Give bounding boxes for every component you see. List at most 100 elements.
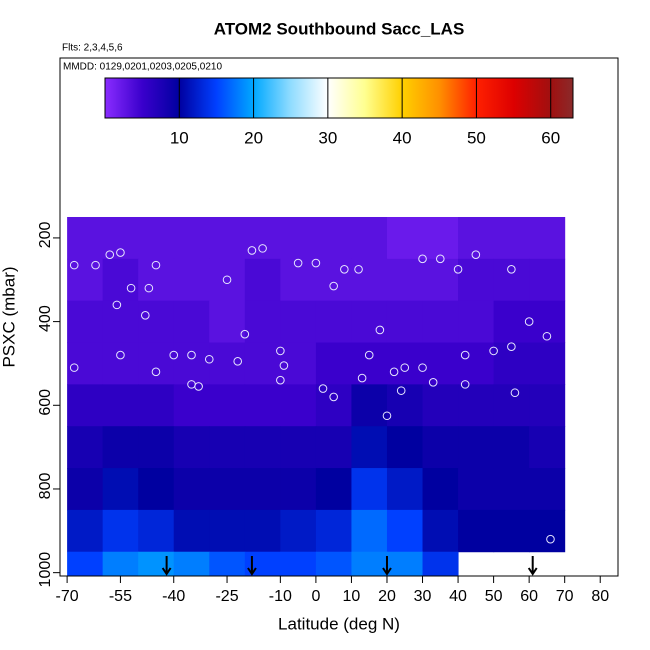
heatmap-cell: [458, 258, 495, 302]
heatmap-cell: [422, 300, 459, 344]
sample-point: [233, 357, 243, 366]
heatmap-cell: [493, 216, 530, 260]
heatmap-cell: [351, 384, 388, 427]
heatmap-cell: [493, 300, 530, 344]
x-tick-label: 10: [343, 588, 361, 605]
sample-point: [471, 250, 481, 259]
heatmap-cell: [209, 342, 246, 385]
heatmap-cell: [138, 384, 175, 427]
sample-point: [116, 350, 125, 360]
sample-point: [276, 346, 285, 356]
colorbar-tick-label: 30: [318, 128, 337, 147]
heatmap-cell: [422, 342, 459, 385]
x-tick-label: 80: [591, 588, 609, 605]
sample-point: [169, 350, 179, 360]
heatmap-cell: [315, 258, 352, 302]
heatmap: [67, 216, 566, 576]
heatmap-cell: [138, 216, 175, 260]
heatmap-cell: [315, 426, 352, 469]
heatmap-cell: [102, 384, 139, 427]
heatmap-cell: [422, 551, 459, 576]
heatmap-cell: [209, 426, 246, 469]
heatmap-cell: [386, 300, 424, 344]
sample-point: [460, 380, 470, 389]
heatmap-cell: [244, 216, 281, 260]
sample-point: [340, 265, 349, 274]
x-tick-label: -70: [56, 588, 79, 605]
heatmap-cell: [102, 300, 139, 344]
x-tick-label: 30: [414, 588, 432, 605]
heatmap-cell: [458, 300, 495, 344]
heatmap-cell: [67, 300, 104, 344]
heatmap-cell: [458, 426, 495, 469]
heatmap-cell: [67, 384, 104, 427]
heatmap-cell: [493, 342, 530, 385]
heatmap-cell: [529, 509, 566, 553]
heatmap-cell: [280, 426, 317, 469]
arrow: [382, 556, 392, 576]
sample-point: [435, 254, 445, 264]
sample-point: [418, 363, 427, 372]
heatmap-cell: [422, 384, 459, 427]
heatmap-cell: [244, 342, 281, 385]
heatmap-cell: [280, 258, 317, 302]
heatmap-cell: [280, 384, 317, 427]
sample-point: [460, 350, 470, 360]
sample-point: [240, 329, 250, 339]
y-tick-label: 200: [37, 221, 54, 248]
heatmap-cell: [458, 216, 495, 260]
heatmap-cell: [244, 300, 281, 344]
colorbar-tick-label: 10: [170, 128, 189, 147]
sample-point: [489, 346, 498, 356]
heatmap-cell: [422, 216, 459, 260]
heatmap-cell: [67, 426, 104, 469]
sample-point: [311, 258, 321, 268]
heatmap-cell: [244, 426, 281, 469]
x-tick-label: -25: [215, 588, 238, 605]
sample-point: [357, 373, 367, 383]
heatmap-cell: [386, 426, 424, 469]
sample-point: [276, 375, 285, 385]
sample-point: [247, 246, 257, 255]
sample-point: [542, 331, 552, 341]
heatmap-cell: [315, 551, 352, 576]
sample-point: [354, 265, 363, 274]
sample-point: [112, 300, 122, 310]
heatmap-cell: [493, 426, 530, 469]
x-tick-label: -10: [269, 588, 292, 605]
heatmap-cell: [102, 509, 139, 553]
sample-point: [293, 258, 303, 268]
sample-point: [69, 260, 79, 270]
heatmap-cell: [244, 258, 281, 302]
heatmap-cell: [209, 384, 246, 427]
heatmap-cell: [351, 509, 388, 553]
heatmap-cell: [422, 426, 459, 469]
heatmap-cell: [67, 216, 104, 260]
x-tick-label: 40: [449, 588, 467, 605]
heatmap-cell: [67, 551, 104, 576]
heatmap-cell: [102, 258, 139, 302]
heatmap-cell: [493, 468, 530, 511]
heatmap-cell: [209, 468, 246, 511]
heatmap-cell: [138, 468, 175, 511]
colorbar-tick-label: 60: [541, 128, 560, 147]
sample-point: [204, 354, 214, 364]
y-axis-label: PSXC (mbar): [0, 266, 18, 367]
heatmap-cell: [173, 300, 210, 344]
heatmap-cell: [173, 426, 210, 469]
heatmap-cell: [422, 509, 459, 553]
heatmap-cell: [351, 258, 388, 302]
heatmap-cell: [209, 258, 246, 302]
sample-point: [140, 311, 150, 320]
heatmap-cell: [529, 426, 566, 469]
heatmap-cell: [102, 426, 139, 469]
heatmap-cell: [138, 426, 175, 469]
heatmap-cell: [244, 509, 281, 553]
x-tick-label: 60: [520, 588, 538, 605]
sample-point: [151, 260, 161, 270]
heatmap-cell: [102, 342, 139, 385]
sample-point: [279, 361, 289, 370]
sample-point: [389, 367, 399, 377]
sample-point: [151, 367, 161, 377]
